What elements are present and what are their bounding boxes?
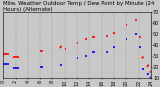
Text: Milw. Weather Outdoor Temp / Dew Point by Minute (24 Hours) (Alternate): Milw. Weather Outdoor Temp / Dew Point b… xyxy=(3,1,155,12)
